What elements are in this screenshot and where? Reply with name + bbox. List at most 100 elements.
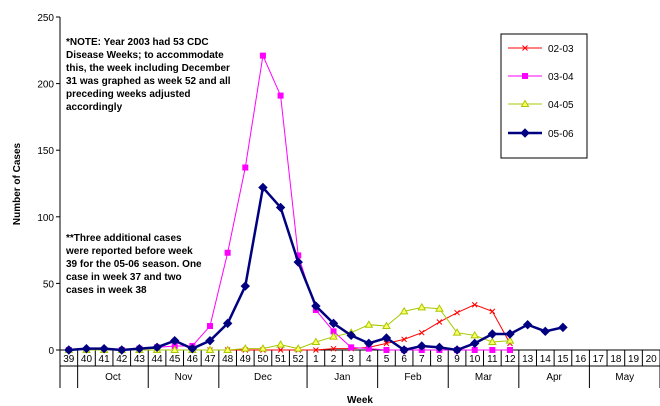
data-point	[240, 281, 251, 291]
data-point	[487, 337, 497, 346]
x-axis-title: Week	[347, 395, 373, 406]
month-label: Jan	[334, 372, 350, 383]
data-point	[487, 329, 498, 339]
note-week-53-line-6: accordingly	[66, 102, 123, 113]
data-point	[364, 320, 374, 328]
y-tick-label: 50	[43, 279, 55, 290]
series-line	[68, 304, 511, 351]
data-point	[81, 343, 92, 354]
x-tick-label: 5	[384, 354, 390, 365]
month-label: Dec	[254, 372, 272, 383]
x-tick-label: 10	[469, 354, 481, 365]
data-point	[275, 202, 286, 213]
note-week-53-line-5: preceding weeks adjusted	[66, 89, 191, 100]
data-point	[99, 343, 109, 354]
data-point	[240, 344, 250, 352]
month-label: Nov	[175, 372, 193, 383]
x-tick-label: 39	[63, 354, 75, 365]
x-tick-label: 47	[204, 354, 216, 365]
x-tick-label: 42	[116, 354, 128, 365]
x-tick-label: 13	[522, 354, 534, 365]
data-point	[313, 347, 319, 353]
data-point	[205, 345, 215, 353]
data-point	[170, 345, 180, 353]
data-point	[381, 333, 392, 343]
x-tick-label: 45	[169, 354, 181, 365]
x-tick-label: 50	[257, 354, 269, 365]
x-tick-label: 17	[593, 354, 605, 365]
x-tick-label: 49	[240, 354, 252, 365]
x-tick-label: 46	[187, 354, 199, 365]
data-point	[470, 330, 480, 339]
data-point	[311, 301, 321, 311]
legend-label: 04-05	[548, 100, 574, 111]
data-point	[223, 345, 233, 353]
x-axis: 39 40 41 42 43 44 45 46 47 48 49 50 51 52 1 2 3 4 5 6 7 8 9 10 1…	[59, 349, 660, 388]
data-point	[293, 344, 303, 352]
data-point	[417, 302, 427, 311]
data-point	[436, 319, 443, 325]
data-point	[328, 318, 339, 329]
series-group	[64, 52, 568, 355]
x-tick-label: 52	[293, 354, 305, 365]
data-point	[454, 309, 460, 316]
legend-entry: 03-04	[508, 72, 574, 83]
data-point	[311, 337, 321, 346]
x-tick-label: 8	[437, 354, 443, 365]
y-tick-label: 150	[37, 146, 54, 157]
data-point	[293, 257, 303, 267]
x-tick-label: 6	[401, 354, 407, 365]
data-point	[401, 336, 407, 343]
data-point	[522, 319, 533, 330]
x-tick-label: 40	[81, 354, 93, 365]
data-point	[505, 329, 515, 339]
note-week-53: *NOTE: Year 2003 had 53 CDC Disease Week…	[66, 37, 231, 113]
note-additional-cases-line-5: cases in week 38	[66, 285, 147, 296]
legend-swatch-marker	[522, 73, 528, 79]
series-05-06	[64, 182, 568, 355]
x-tick-label: 1	[313, 354, 319, 365]
y-axis-title: Number of Cases	[12, 142, 23, 225]
data-point	[489, 308, 496, 315]
series-04-05	[64, 302, 515, 353]
data-point	[364, 338, 374, 349]
data-point	[224, 249, 231, 256]
data-point	[399, 345, 409, 355]
data-point	[471, 347, 478, 353]
note-additional-cases-line-3: 39 for the 05-06 season. One	[66, 259, 202, 270]
x-tick-label: 16	[575, 354, 587, 365]
data-point	[169, 335, 180, 346]
x-tick-label: 18	[610, 354, 622, 365]
x-tick-label: 20	[646, 354, 658, 365]
x-tick-label: 19	[628, 354, 640, 365]
data-point	[418, 329, 425, 336]
data-point	[117, 345, 127, 355]
data-point	[258, 182, 268, 193]
data-point	[383, 347, 390, 353]
note-additional-cases-line-2: were reported before week	[65, 246, 193, 257]
note-week-53-line-1: *NOTE: Year 2003 had 53 CDC	[66, 37, 209, 48]
data-point	[452, 328, 462, 336]
note-additional-cases-line-4: case in week 37 and two	[66, 272, 182, 283]
data-point	[207, 323, 213, 330]
y-tick-label: 0	[48, 346, 54, 357]
data-point	[540, 326, 551, 337]
data-point	[505, 336, 515, 344]
x-tick-label: 12	[504, 354, 516, 365]
data-point	[434, 342, 445, 353]
data-point	[558, 322, 568, 333]
data-point	[471, 301, 478, 308]
data-point	[277, 92, 284, 99]
x-tick-label: 9	[454, 354, 460, 365]
x-tick-label: 15	[557, 354, 569, 365]
data-point	[329, 332, 338, 340]
note-additional-cases-line-1: **Three additional cases	[66, 233, 182, 244]
data-point	[383, 340, 390, 347]
data-point	[258, 344, 268, 352]
note-week-53-line-2: Disease Weeks; to accommodate	[66, 50, 224, 61]
month-label: Feb	[404, 372, 422, 383]
y-tick-label: 100	[37, 213, 54, 224]
data-point	[277, 347, 284, 353]
data-point	[259, 52, 266, 59]
